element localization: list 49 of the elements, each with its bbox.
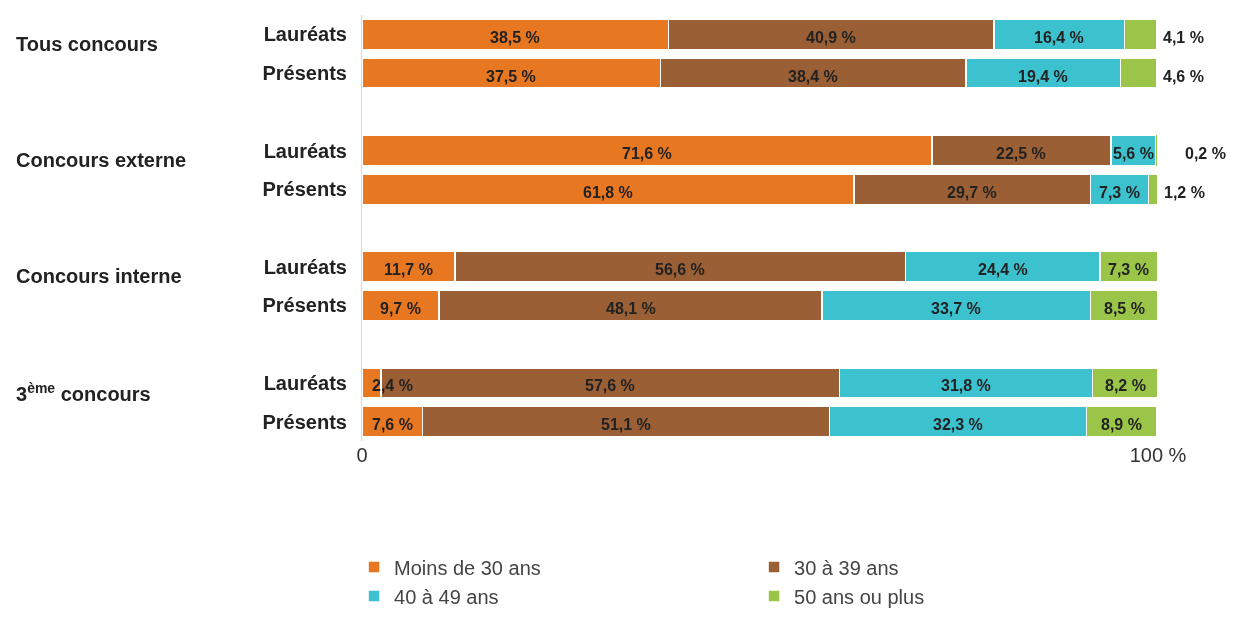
data-label: 71,6 % xyxy=(622,145,672,162)
data-label: 4,6 % xyxy=(1163,68,1204,85)
y-tick-label: Lauréats xyxy=(263,139,347,162)
legend-label: Moins de 30 ans xyxy=(394,556,541,579)
y-tick-label: Lauréats xyxy=(263,371,347,394)
data-label: 16,4 % xyxy=(1034,29,1084,46)
legend-label: 30 à 39 ans xyxy=(794,556,899,579)
data-label: 5,6 % xyxy=(1113,145,1154,162)
data-label: 1,2 % xyxy=(1164,184,1205,201)
x-tick-label: 0 xyxy=(356,444,368,466)
y-tick-label: Présents xyxy=(262,410,347,433)
data-label: 8,5 % xyxy=(1104,300,1145,317)
data-label: 48,1 % xyxy=(606,300,656,317)
data-label: 57,6 % xyxy=(585,377,635,394)
data-label: 4,1 % xyxy=(1163,29,1204,46)
data-label: 8,2 % xyxy=(1105,377,1146,394)
data-label: 8,9 % xyxy=(1101,416,1142,433)
data-label: 7,3 % xyxy=(1099,184,1140,201)
y-tick-label: Lauréats xyxy=(263,23,347,46)
x-tick-label: 100 % xyxy=(1129,444,1187,466)
legend-label: 40 à 49 ans xyxy=(394,585,499,608)
data-label: 29,7 % xyxy=(947,184,997,201)
data-label: 11,7 % xyxy=(384,261,433,278)
text: Concours externe xyxy=(16,149,187,171)
text: Tous concours xyxy=(16,33,158,55)
legend-label: 50 ans ou plus xyxy=(794,585,925,608)
data-label: 56,6 % xyxy=(655,261,705,278)
data-label: 38,4 % xyxy=(788,68,838,85)
text: Concours interne xyxy=(16,265,182,287)
data-label: 9,7 % xyxy=(380,300,421,317)
data-label: 0,2 % xyxy=(1185,145,1226,162)
y-tick-label: Présents xyxy=(262,178,347,201)
data-label: 51,1 % xyxy=(601,416,651,433)
y-tick-label: Présents xyxy=(262,62,347,85)
data-label: 33,7 % xyxy=(931,300,981,317)
data-label: 7,3 % xyxy=(1108,261,1149,278)
y-tick-label: Présents xyxy=(262,294,347,317)
data-label: 22,5 % xyxy=(996,145,1046,162)
data-label: 7,6 % xyxy=(372,416,413,433)
data-label: 40,9 % xyxy=(806,29,856,46)
data-label: 24,4 % xyxy=(978,261,1028,278)
data-label: 31,8 % xyxy=(941,377,991,394)
data-label: 38,5 % xyxy=(490,29,540,46)
data-label: 37,5 % xyxy=(486,68,536,85)
data-label: 19,4 % xyxy=(1018,68,1068,85)
data-label: 61,8 % xyxy=(583,184,633,201)
y-tick-label: Lauréats xyxy=(263,255,347,278)
text: 3$^{ème}$ concours xyxy=(16,380,151,406)
data-label: 32,3 % xyxy=(933,416,983,433)
